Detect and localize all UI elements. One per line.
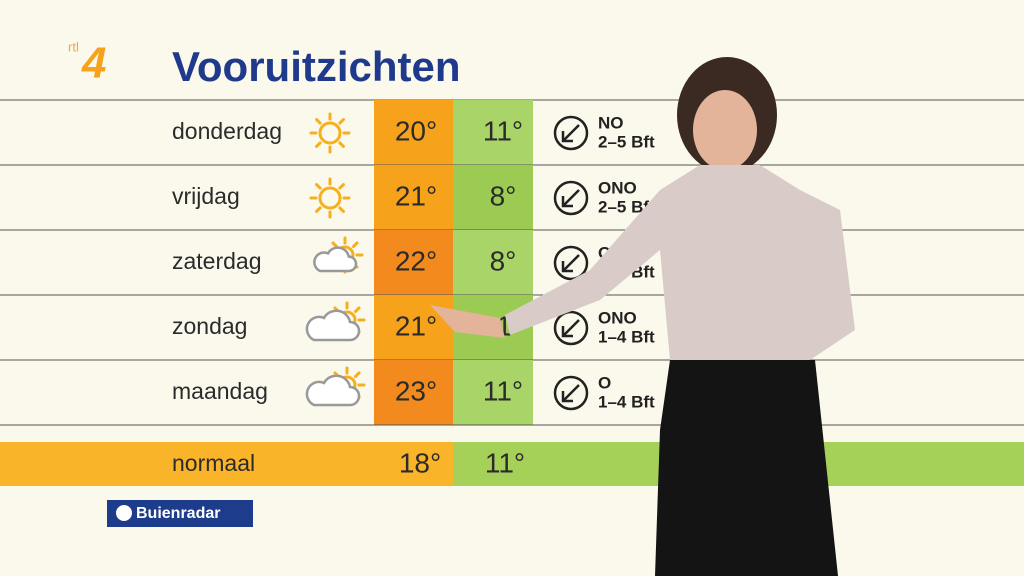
- max-cell: [374, 100, 453, 165]
- min-temp: 11°: [483, 115, 523, 146]
- brand-text: Buienradar: [136, 505, 220, 522]
- wind-force: 1–4 Bft: [598, 327, 655, 346]
- sun-ray: [315, 206, 322, 213]
- max-temp: 21°: [395, 310, 437, 341]
- max-temp: 23°: [395, 375, 437, 406]
- max-cell: [374, 165, 453, 230]
- max-temp: 22°: [395, 245, 437, 276]
- max-temp: 21°: [395, 180, 437, 211]
- sun-ray: [351, 241, 359, 249]
- wind-force: 1–4 Bft: [598, 392, 655, 411]
- min-temp: 8°: [490, 180, 517, 211]
- sun-ray: [338, 183, 345, 190]
- normal-band: [0, 442, 453, 486]
- wind-force: 2–5 Bft: [598, 197, 655, 216]
- wind-direction: ONO: [598, 178, 637, 197]
- day-label: zaterdag: [172, 248, 262, 274]
- wind-arrow: [561, 319, 580, 338]
- sun-ray: [353, 371, 361, 379]
- wind-icon: [553, 180, 589, 216]
- sun-ray: [315, 183, 322, 190]
- trousers: [655, 360, 838, 576]
- normal-label: normaal: [172, 450, 255, 476]
- day-label: donderdag: [172, 118, 282, 144]
- wind-force: 2–5 Bft: [598, 132, 655, 151]
- wind-direction: O: [598, 373, 611, 392]
- min-cell: [453, 230, 533, 295]
- normal-row: normaal 18° 11°: [0, 442, 1024, 486]
- logo-small: rtl: [68, 39, 79, 54]
- normal-min: 11°: [485, 447, 525, 478]
- sun-ray: [338, 118, 345, 125]
- day-label: vrijdag: [172, 183, 240, 209]
- min-temp: 8°: [490, 245, 517, 276]
- min-cell: [453, 165, 533, 230]
- sun-ray: [315, 118, 322, 125]
- min-cell: [453, 100, 533, 165]
- max-cell: [374, 230, 453, 295]
- wind-direction: ONO: [598, 308, 637, 327]
- blouse: [505, 165, 855, 360]
- sun: [318, 121, 342, 145]
- brand-icon: [116, 505, 132, 521]
- min-temp: 11°: [483, 375, 523, 406]
- sun-ray: [338, 141, 345, 148]
- presenter: [430, 57, 855, 576]
- logo-big: 4: [81, 39, 106, 88]
- sun-ray: [315, 141, 322, 148]
- normal-max: 18°: [399, 447, 441, 478]
- cloud: [313, 246, 358, 273]
- sun-ray: [331, 241, 339, 249]
- brand-logo: Buienradar: [107, 500, 253, 527]
- max-cell: [374, 295, 453, 360]
- title: Vooruitzichten: [172, 43, 461, 90]
- max-cell: [374, 360, 453, 425]
- sun: [318, 186, 342, 210]
- hand: [430, 305, 505, 338]
- wind-icon: [553, 245, 589, 281]
- wind-arrow: [561, 254, 580, 273]
- face: [693, 90, 757, 170]
- wind-icon: [553, 375, 589, 411]
- wind-direction: NO: [598, 113, 624, 132]
- sun-ray: [353, 306, 361, 314]
- wind-icon: [553, 115, 589, 151]
- wind-arrow: [561, 124, 580, 143]
- cloud: [305, 309, 361, 342]
- min-cell: [453, 360, 533, 425]
- cloud: [305, 374, 361, 407]
- day-label: maandag: [172, 378, 268, 404]
- day-label: zondag: [172, 313, 247, 339]
- wind-arrow: [561, 384, 580, 403]
- max-temp: 20°: [395, 115, 437, 146]
- wind-icon: [553, 310, 589, 346]
- wind-arrow: [561, 189, 580, 208]
- sun-ray: [338, 206, 345, 213]
